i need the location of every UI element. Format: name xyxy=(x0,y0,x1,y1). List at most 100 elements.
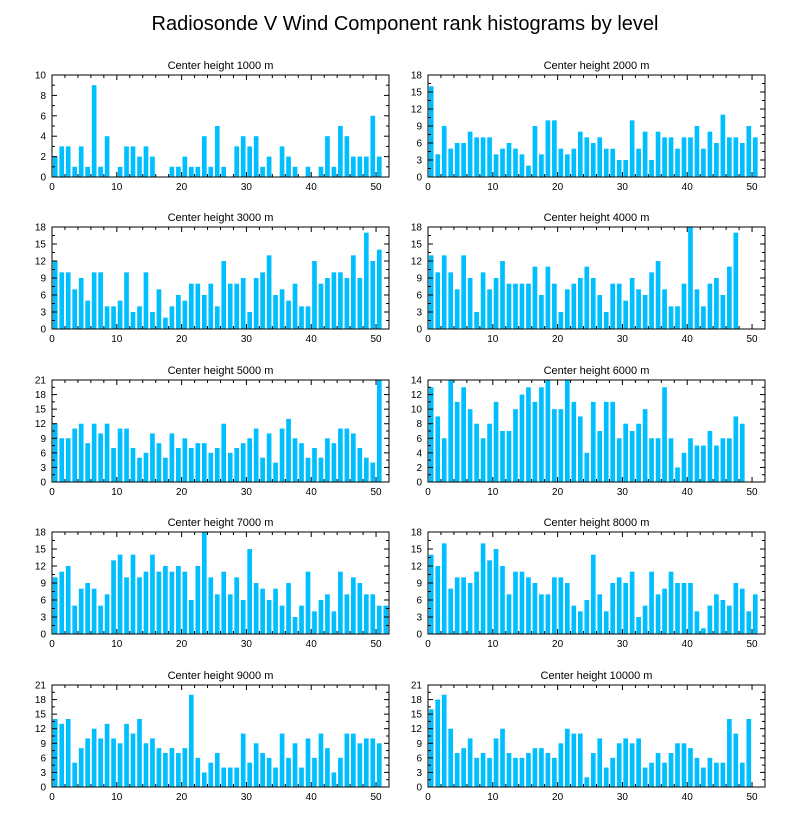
histogram-bar xyxy=(720,600,726,634)
histogram-bar xyxy=(156,571,162,634)
y-tick-label: 9 xyxy=(40,579,46,590)
histogram-bar xyxy=(370,462,376,482)
histogram-bar xyxy=(461,255,466,329)
histogram-bar xyxy=(227,594,233,634)
histogram-bar xyxy=(299,605,304,634)
histogram-bar xyxy=(312,261,317,329)
y-tick-label: 15 xyxy=(411,710,423,721)
y-tick-label: 9 xyxy=(416,274,422,285)
histogram-bar xyxy=(448,728,454,787)
histogram-bar xyxy=(642,767,648,787)
histogram-bar xyxy=(234,767,240,787)
histogram-bar xyxy=(467,131,473,177)
histogram-bar xyxy=(636,738,641,787)
histogram-bar xyxy=(221,571,227,634)
histogram-bar xyxy=(655,131,661,177)
x-tick-label: 0 xyxy=(49,487,55,498)
histogram-bar xyxy=(305,306,311,329)
histogram-bar xyxy=(707,431,713,482)
histogram-bar xyxy=(668,306,674,329)
x-tick-label: 10 xyxy=(111,487,123,498)
x-tick-label: 50 xyxy=(370,182,382,193)
histogram-bar xyxy=(435,416,441,482)
histogram-bar xyxy=(539,594,544,634)
histogram-bar xyxy=(260,753,265,787)
histogram-bar xyxy=(597,295,603,329)
x-tick-label: 30 xyxy=(241,334,253,345)
histogram-bar xyxy=(117,554,123,634)
histogram-bar xyxy=(247,549,252,634)
histogram-bar xyxy=(428,554,434,634)
x-tick-label: 50 xyxy=(746,639,758,650)
histogram-bar xyxy=(266,255,272,329)
histogram-bar xyxy=(590,554,596,634)
x-tick-label: 0 xyxy=(425,182,431,193)
histogram-bar xyxy=(208,283,214,329)
histogram-bar xyxy=(584,600,590,634)
histogram-bar xyxy=(707,283,713,329)
histogram-bar xyxy=(111,448,116,482)
histogram-bar xyxy=(571,401,577,482)
histogram-bar xyxy=(351,577,356,634)
histogram-bar xyxy=(247,762,252,787)
histogram-bar xyxy=(493,738,499,787)
histogram-bar xyxy=(351,433,356,482)
histogram-bar xyxy=(176,448,181,482)
x-tick-label: 0 xyxy=(49,182,55,193)
histogram-bar xyxy=(558,577,564,634)
histogram-bar xyxy=(694,126,700,177)
histogram-bar xyxy=(253,583,259,634)
histogram-bar xyxy=(603,611,609,634)
y-tick-label: 2 xyxy=(40,152,46,163)
histogram-bar xyxy=(72,428,78,482)
histogram-bar xyxy=(318,283,324,329)
y-tick-label: 15 xyxy=(411,240,423,251)
histogram-bar xyxy=(733,232,739,329)
histogram-bar xyxy=(448,272,454,329)
histogram-bar xyxy=(662,289,667,329)
histogram-bar xyxy=(344,428,350,482)
histogram-bar xyxy=(616,438,622,482)
y-tick-label: 9 xyxy=(40,434,46,445)
histogram-bar xyxy=(214,448,220,482)
histogram-bar xyxy=(590,753,596,787)
histogram-bar xyxy=(565,154,570,177)
histogram-bar xyxy=(279,605,285,634)
histogram-bar xyxy=(454,143,460,177)
histogram-bar xyxy=(655,261,661,329)
x-tick-label: 20 xyxy=(176,487,188,498)
histogram-bar xyxy=(707,131,713,177)
histogram-bar xyxy=(376,743,382,787)
y-tick-label: 0 xyxy=(40,173,46,184)
histogram-bar xyxy=(545,266,551,329)
histogram-bar xyxy=(688,583,693,634)
histogram-bar xyxy=(519,394,525,482)
x-tick-label: 50 xyxy=(370,792,382,803)
histogram-bar xyxy=(545,380,551,482)
histogram-bar xyxy=(363,232,369,329)
histogram-bar xyxy=(338,272,343,329)
histogram-bar xyxy=(701,445,706,482)
histogram-bar xyxy=(312,757,317,787)
panel-title: Center height 9000 m xyxy=(168,670,274,682)
histogram-panel: Center height 7000 m 0 10 20 30 40 50 0 3 6 9 12 15 1… xyxy=(35,517,390,650)
histogram-bar xyxy=(124,272,129,329)
histogram-bar xyxy=(318,166,324,177)
histogram-bar xyxy=(318,600,324,634)
histogram-bar xyxy=(675,583,680,634)
histogram-bar xyxy=(253,428,259,482)
histogram-bar xyxy=(85,300,90,329)
histogram-bar xyxy=(506,753,512,787)
histogram-bar xyxy=(441,255,447,329)
histogram-bar xyxy=(454,753,460,787)
x-tick-label: 40 xyxy=(682,182,694,193)
y-tick-label: 18 xyxy=(35,528,47,539)
y-tick-label: 6 xyxy=(40,753,46,764)
histogram-bar xyxy=(701,148,706,177)
histogram-bar xyxy=(137,577,142,634)
y-tick-label: 0 xyxy=(416,173,422,184)
histogram-bar xyxy=(539,387,544,482)
histogram-bar xyxy=(733,416,739,482)
y-tick-label: 8 xyxy=(40,91,46,102)
panel-title: Center height 5000 m xyxy=(168,365,274,377)
